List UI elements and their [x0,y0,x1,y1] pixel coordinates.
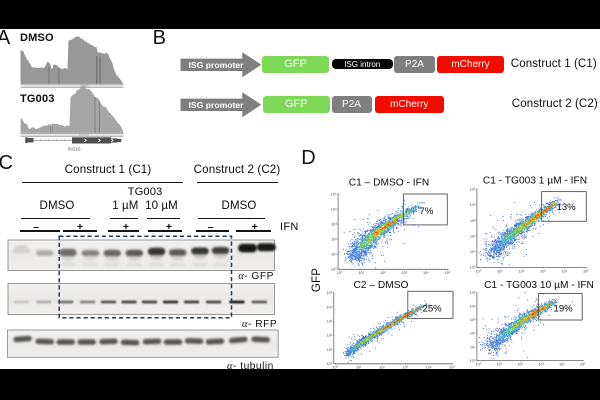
svg-text:10⁴: 10⁴ [470,305,476,309]
svg-text:10⁵: 10⁵ [449,366,455,370]
svg-text:10²: 10² [331,238,337,242]
svg-text:10¹: 10¹ [497,269,503,273]
svg-text:10⁵: 10⁵ [470,188,476,192]
svg-text:10³: 10³ [402,271,408,275]
svg-text:10⁴: 10⁴ [561,269,567,273]
svg-text:10⁴: 10⁴ [426,366,432,370]
svg-text:10³: 10³ [538,363,544,367]
svg-text:10¹: 10¹ [327,348,333,352]
svg-text:10⁰: 10⁰ [331,268,337,272]
svg-text:10⁵: 10⁵ [331,193,337,197]
svg-text:•• g2: •• g2 [554,195,560,199]
svg-text:10⁴: 10⁴ [331,208,337,212]
svg-text:• gated: • gated [417,200,426,204]
svg-text:10⁰: 10⁰ [476,363,482,367]
svg-text:10¹: 10¹ [358,271,364,275]
svg-text:13%: 13% [557,202,577,213]
svg-text:10²: 10² [519,269,525,273]
svg-text:10¹: 10¹ [470,250,476,254]
svg-text:10⁰: 10⁰ [337,271,343,275]
svg-text:10⁴: 10⁴ [326,305,332,309]
svg-text:10²: 10² [470,235,476,239]
svg-text:10²: 10² [517,363,523,367]
svg-text:10⁰: 10⁰ [332,366,338,370]
svg-text:10⁵: 10⁵ [580,363,586,367]
svg-text:10⁵: 10⁵ [326,291,332,295]
svg-text:10⁴: 10⁴ [470,203,476,207]
svg-text:10¹: 10¹ [331,253,337,257]
svg-text:10⁰: 10⁰ [470,266,476,270]
svg-text:7%: 7% [420,206,434,217]
svg-text:10⁴: 10⁴ [559,363,565,367]
svg-text:10⁰: 10⁰ [327,362,333,366]
svg-text:10⁴: 10⁴ [423,271,429,275]
svg-text:10³: 10³ [470,219,476,223]
svg-text:10²: 10² [470,332,476,336]
svg-text:C1 - TG003 1 µM - IFN: C1 - TG003 1 µM - IFN [483,175,587,186]
svg-text:10²: 10² [327,334,333,338]
svg-text:10²: 10² [379,366,385,370]
svg-text:19%: 19% [554,304,574,315]
svg-text:ISG15: ISG15 [67,147,80,152]
svg-text:10⁰: 10⁰ [476,269,482,273]
svg-text:10¹: 10¹ [497,363,503,367]
svg-text:C1 - TG003 10 µM - IFN: C1 - TG003 10 µM - IFN [484,280,594,291]
svg-text:10²: 10² [380,271,386,275]
svg-text:10³: 10³ [403,366,409,370]
svg-text:10⁰: 10⁰ [470,359,476,363]
svg-text:10¹: 10¹ [356,366,362,370]
svg-text:C2 – DMSO: C2 – DMSO [354,280,409,291]
svg-text:10³: 10³ [540,269,546,273]
svg-text:10⁵: 10⁵ [445,271,451,275]
svg-text:25%: 25% [423,304,443,315]
svg-text:10⁵: 10⁵ [470,291,476,295]
svg-text:10³: 10³ [470,318,476,322]
svg-text:10³: 10³ [327,320,333,324]
svg-text:10³: 10³ [331,223,337,227]
svg-text:C1 – DMSO - IFN: C1 – DMSO - IFN [349,177,429,188]
svg-text:10⁵: 10⁵ [583,269,589,273]
svg-text:10¹: 10¹ [470,345,476,349]
